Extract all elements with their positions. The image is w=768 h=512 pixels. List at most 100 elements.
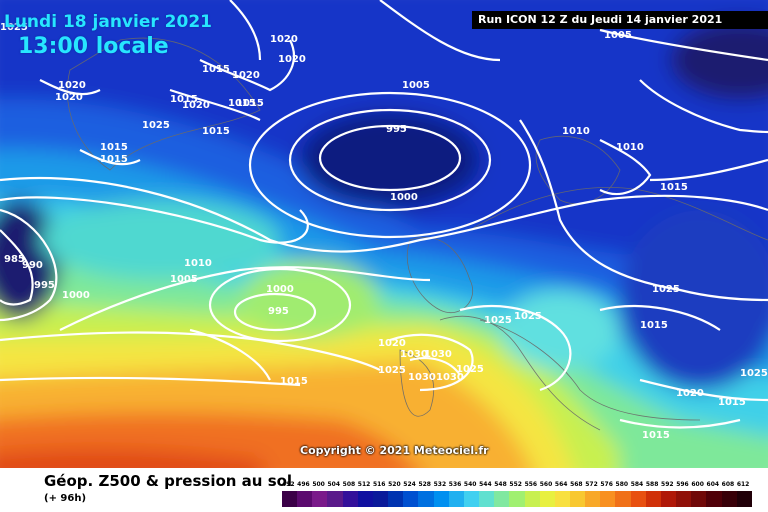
color-scale-swatch (357, 491, 373, 507)
color-scale-swatch (282, 491, 298, 507)
isobar-label: 1020 (182, 100, 210, 111)
color-scale-label: 552 (509, 481, 522, 488)
isobar-label: 1030 (400, 349, 428, 360)
map-title: Géop. Z500 & pression au sol (44, 472, 293, 490)
isobar-label: 995 (386, 124, 407, 135)
color-scale-label: 528 (418, 481, 431, 488)
isobar-label: 1020 (58, 80, 86, 91)
isobar-label: 1015 (100, 154, 128, 165)
color-scale-label: 520 (388, 481, 401, 488)
color-scale-label: 508 (342, 481, 356, 488)
color-scale-swatch (615, 491, 631, 507)
isobar-label: 1015 (202, 126, 230, 137)
color-scale-labels: 492 496 500 504 508 512 516 520 524 528 532 536 540 5… (282, 481, 752, 491)
color-scale-swatch (372, 491, 389, 507)
color-scale-label: 500 (312, 481, 325, 488)
color-scale-label: 532 (433, 481, 447, 488)
color-scale-label: 560 (539, 481, 553, 488)
isobar-label: 1030 (436, 372, 464, 383)
color-scale-label: 512 (357, 481, 371, 488)
isobar-label: 1025 (456, 364, 484, 375)
color-scale-label: 516 (372, 481, 386, 488)
color-scale-swatch (706, 491, 722, 507)
isobar-label: 1000 (62, 290, 90, 301)
isobar-label: 990 (22, 260, 43, 271)
isobar-label: 1025 (378, 365, 406, 376)
legend-footer: Géop. Z500 & pression au sol (+ 96h) 492… (0, 468, 768, 512)
color-scale-label: 496 (297, 481, 310, 488)
isobar-label: 1010 (616, 142, 644, 153)
isobar-label: 1020 (270, 34, 298, 45)
color-scale-swatch (736, 491, 752, 507)
color-scale-label: 540 (463, 481, 477, 488)
isobar-label: 1020 (676, 388, 704, 399)
color-scale-swatch (342, 491, 358, 507)
isobar-label: 1025 (652, 284, 680, 295)
color-scale-label: 584 (630, 481, 644, 488)
color-scale-swatch (645, 491, 661, 507)
color-scale-swatch (676, 491, 692, 507)
color-scale-swatch (554, 491, 570, 507)
isobar-label: 1020 (55, 92, 83, 103)
z500-field (0, 0, 768, 468)
color-scale-label: 576 (600, 481, 613, 488)
color-scale-label: 544 (479, 481, 492, 488)
color-scale-swatch (418, 491, 434, 507)
isobar-label: 1005 (402, 80, 430, 91)
forecast-lead: (+ 96h) (44, 493, 87, 504)
isobar-label: 1030 (424, 349, 452, 360)
isobar-label: 1005 (170, 274, 198, 285)
isobar-label: 1030 (408, 372, 436, 383)
color-scale-swatch (297, 491, 313, 507)
color-scale: 492 496 500 504 508 512 516 520 524 528 532 536 540 5… (282, 481, 752, 509)
color-scale-label: 572 (585, 481, 598, 488)
color-scale-swatch (479, 491, 495, 507)
color-scale-swatch (433, 491, 449, 507)
color-scale-label: 592 (661, 481, 674, 488)
color-scale-swatch (509, 491, 525, 507)
color-scale-swatch (403, 491, 419, 507)
isobar-label: 1010 (184, 258, 212, 269)
isobar-label: 1015 (660, 182, 688, 193)
isobar-label: 1015 (642, 430, 670, 441)
color-scale-swatch (569, 491, 586, 507)
isobar-label: 1015 (228, 98, 256, 109)
color-scale-label: 612 (736, 481, 750, 488)
color-scale-swatch (539, 491, 555, 507)
color-scale-swatch (494, 491, 510, 507)
isobar-label: 1025 (142, 120, 170, 131)
color-scale-label: 588 (645, 481, 659, 488)
color-scale-swatch (327, 491, 343, 507)
color-scale-label: 504 (327, 481, 340, 488)
isobar-label: 1025 (740, 368, 768, 379)
color-scale-swatch (585, 491, 601, 507)
color-scale-swatch (312, 491, 328, 507)
isobar-label: 1025 (484, 315, 512, 326)
isobar-label: 995 (268, 306, 289, 317)
color-scale-swatch (630, 491, 646, 507)
color-scale-label: 548 (494, 481, 507, 488)
isobar-label: 1025 (0, 22, 28, 33)
isobar-label: 1010 (562, 126, 590, 137)
isobar-label: 985 (4, 254, 25, 265)
color-scale-swatch (524, 491, 540, 507)
color-scale-swatch (691, 491, 707, 507)
isobar-label: 1020 (378, 338, 406, 349)
isobar-label: 1000 (390, 192, 418, 203)
isobar-label: 1000 (266, 284, 294, 295)
color-scale-swatch (600, 491, 616, 507)
color-scale-swatch (721, 491, 737, 507)
isobar-label: 1020 (278, 54, 306, 65)
color-scale-swatch (388, 491, 404, 507)
isobar-label: 1005 (604, 30, 632, 41)
isobar-label: 1015 (280, 376, 308, 387)
color-scale-label: 556 (524, 481, 538, 488)
isobar-label: 1020 (232, 70, 260, 81)
isobar-label: 1015 (640, 320, 668, 331)
color-scale-label: 564 (554, 481, 568, 488)
color-scale-label: 600 (691, 481, 704, 488)
color-scale-label: 568 (570, 481, 583, 488)
color-scale-label: 604 (706, 481, 720, 488)
color-scale-label: 536 (448, 481, 462, 488)
